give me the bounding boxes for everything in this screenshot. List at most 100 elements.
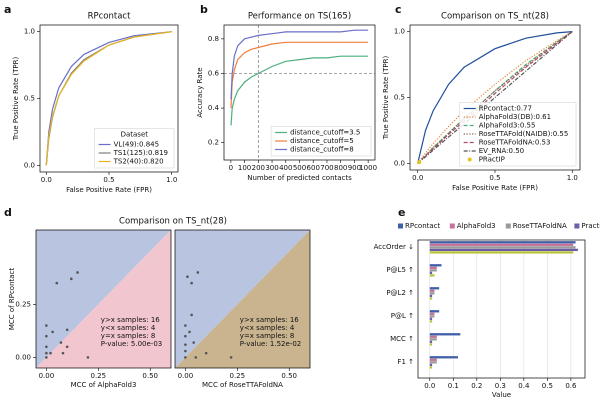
bar [429, 335, 437, 338]
legend-box [270, 126, 372, 157]
point [184, 334, 187, 338]
x-tick-label: 0.2 [471, 382, 482, 390]
annotation: y<x samples: 4 [101, 324, 156, 332]
plot-frame [417, 239, 586, 379]
point [45, 334, 48, 338]
panel-letter: e [398, 206, 405, 219]
series-line [230, 41, 369, 109]
y-tick-label: 0.4 [208, 104, 220, 112]
bar [429, 310, 440, 313]
plot-frame [35, 229, 172, 369]
panel-letter: b [200, 3, 208, 16]
point [184, 356, 187, 359]
bar [429, 287, 440, 290]
bar [429, 320, 433, 323]
bar [429, 271, 433, 275]
x-tick-label: 0.5 [103, 176, 114, 184]
bar [429, 241, 576, 244]
legend-label: RPcontact:0.77 [479, 105, 532, 113]
point [55, 281, 59, 285]
y-tick-label: 0.5 [394, 94, 405, 102]
x-tick-label: 0.0 [424, 382, 435, 390]
x-axis-label: MCC of AlphaFold3 [71, 381, 137, 389]
y-tick-label: 1.0 [394, 28, 405, 36]
annotation: y>x samples: 16 [240, 316, 300, 324]
panel-letter: c [395, 3, 402, 16]
y-tick-label: 0.8 [208, 35, 219, 43]
x-tick-label: 0.00 [39, 372, 55, 380]
x-axis-label: False Positive Rate (FPR) [66, 186, 152, 194]
legend-label: Practip [581, 222, 600, 230]
chart-title: Performance on TS(165) [248, 12, 351, 22]
bar [429, 294, 433, 298]
point [45, 356, 48, 359]
annotation: y<x samples: 4 [240, 324, 295, 332]
legend-label: PRactIP [479, 156, 505, 164]
point [65, 345, 69, 349]
point [45, 324, 48, 327]
x-tick-label: 600 [307, 164, 320, 172]
region-below [175, 230, 310, 368]
bar [429, 317, 433, 321]
point [188, 330, 191, 334]
legend-box [459, 102, 577, 167]
point [65, 328, 69, 332]
bar [429, 356, 458, 359]
point [51, 330, 54, 334]
legend-swatch [467, 157, 472, 162]
legend-label: VL(49):0.845 [114, 141, 159, 149]
legend-label: TS1(125):0.819 [113, 149, 168, 157]
bar [429, 315, 435, 318]
point [190, 281, 193, 285]
point [184, 343, 187, 346]
point [61, 351, 65, 355]
bar [429, 246, 576, 249]
point [184, 349, 187, 353]
bar [429, 340, 433, 344]
point [204, 351, 208, 355]
x-axis-label: Value [492, 391, 511, 399]
plot-frame [174, 229, 311, 369]
point [417, 160, 422, 165]
plot-frame [223, 24, 376, 161]
x-tick-label: 0.00 [178, 372, 194, 380]
x-tick-label: 0.0 [41, 176, 52, 184]
y-axis-label: Accuracy Rate [196, 67, 204, 117]
bar [429, 243, 574, 246]
x-tick-label: 0.0 [412, 174, 423, 182]
legend-label: EV_RNA:0.50 [479, 147, 524, 155]
y-tick-label: 0.0 [394, 159, 405, 167]
bar [429, 312, 435, 315]
y-tick-label: 0.00 [15, 353, 31, 361]
bar [429, 333, 461, 336]
annotation: P-value: 5.00e-03 [101, 340, 162, 348]
x-axis-label: MCC of RoseTTAFoldNA [202, 381, 283, 389]
x-tick-label: 0.25 [230, 372, 246, 380]
legend-swatch [398, 223, 403, 229]
legend-label: RoseTTAFoldNA:0.53 [479, 139, 551, 147]
y-tick-label: 0.0 [24, 161, 35, 169]
point [190, 313, 193, 317]
bar [429, 269, 437, 272]
y-tick-label: 1.0 [24, 28, 35, 36]
x-axis-label: Number of predicted contacts [247, 174, 352, 182]
bar [429, 251, 574, 254]
x-tick-label: 0.25 [91, 372, 107, 380]
series-line [230, 29, 369, 100]
y-tick-label: P@L ↑ [391, 312, 414, 320]
x-tick-label: 900 [348, 164, 361, 172]
legend-label: RPcontact [405, 222, 441, 230]
chart-title: RPcontact [88, 12, 132, 22]
chart-title: Comparison on TS_nt(28) [441, 12, 549, 22]
x-tick-label: 0.5 [542, 382, 553, 390]
x-tick-label: 1.0 [567, 174, 578, 182]
annotation: y=x samples: 8 [101, 332, 156, 340]
x-tick-label: 0.4 [518, 382, 530, 390]
point [186, 275, 189, 279]
x-tick-label: 1000 [359, 164, 377, 172]
y-tick-label: 0.2 [208, 139, 219, 147]
plot-frame [39, 24, 179, 173]
bar [429, 292, 435, 295]
point [76, 271, 79, 274]
y-axis-label: True Positive Rate (TPR) [12, 57, 20, 142]
